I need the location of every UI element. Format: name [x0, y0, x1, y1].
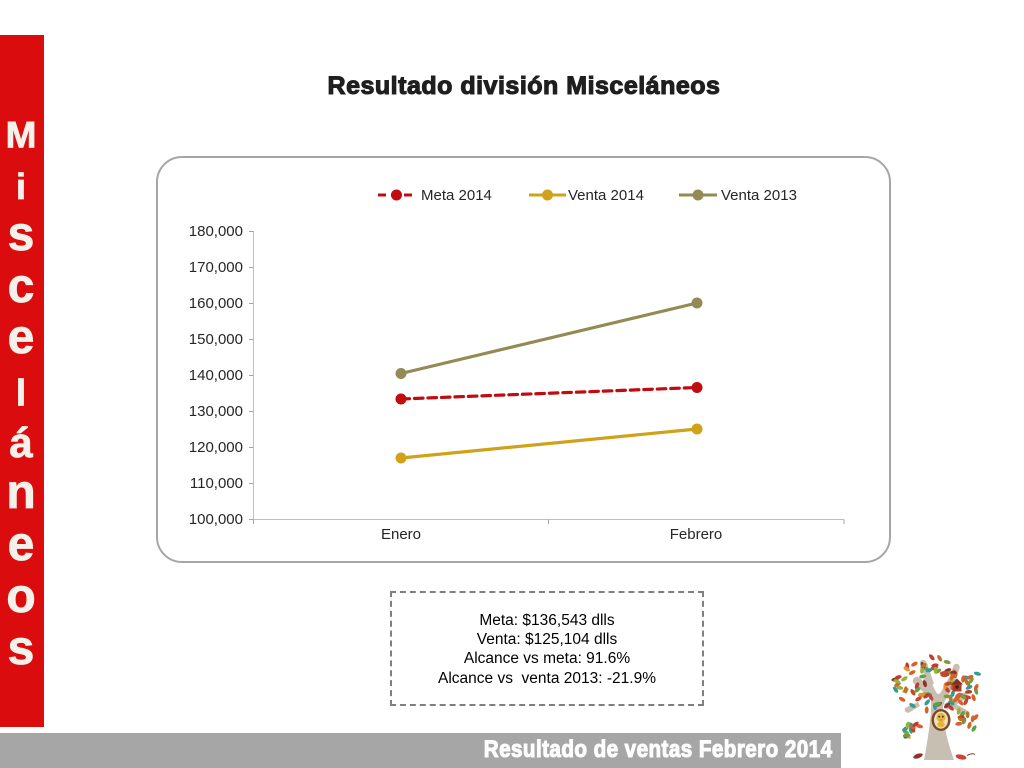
svg-text:Venta 2014: Venta 2014 — [568, 187, 644, 204]
svg-text:130,000: 130,000 — [189, 403, 243, 420]
svg-text:120,000: 120,000 — [189, 439, 243, 456]
svg-text:110,000: 110,000 — [190, 475, 243, 492]
svg-text:o: o — [6, 570, 35, 623]
svg-text:Enero: Enero — [381, 526, 421, 543]
svg-text:170,000: 170,000 — [189, 259, 243, 276]
svg-text:180,000: 180,000 — [189, 223, 243, 240]
svg-text:150,000: 150,000 — [189, 331, 243, 348]
svg-text:160,000: 160,000 — [189, 295, 243, 312]
svg-text:M: M — [6, 115, 37, 156]
svg-text:l: l — [16, 373, 26, 414]
svg-text:Meta 2014: Meta 2014 — [421, 187, 492, 204]
svg-text:e: e — [8, 311, 35, 364]
svg-text:i: i — [16, 166, 26, 207]
svg-text:s: s — [8, 622, 35, 675]
svg-text:Venta 2013: Venta 2013 — [721, 187, 797, 204]
svg-text:140,000: 140,000 — [189, 367, 243, 384]
svg-text:e: e — [8, 518, 35, 571]
svg-text:n: n — [6, 466, 35, 519]
svg-text:c: c — [8, 260, 35, 313]
svg-text:Febrero: Febrero — [670, 526, 723, 543]
svg-text:100,000: 100,000 — [189, 511, 243, 528]
svg-text:s: s — [8, 208, 35, 261]
svg-text:á: á — [9, 419, 33, 466]
